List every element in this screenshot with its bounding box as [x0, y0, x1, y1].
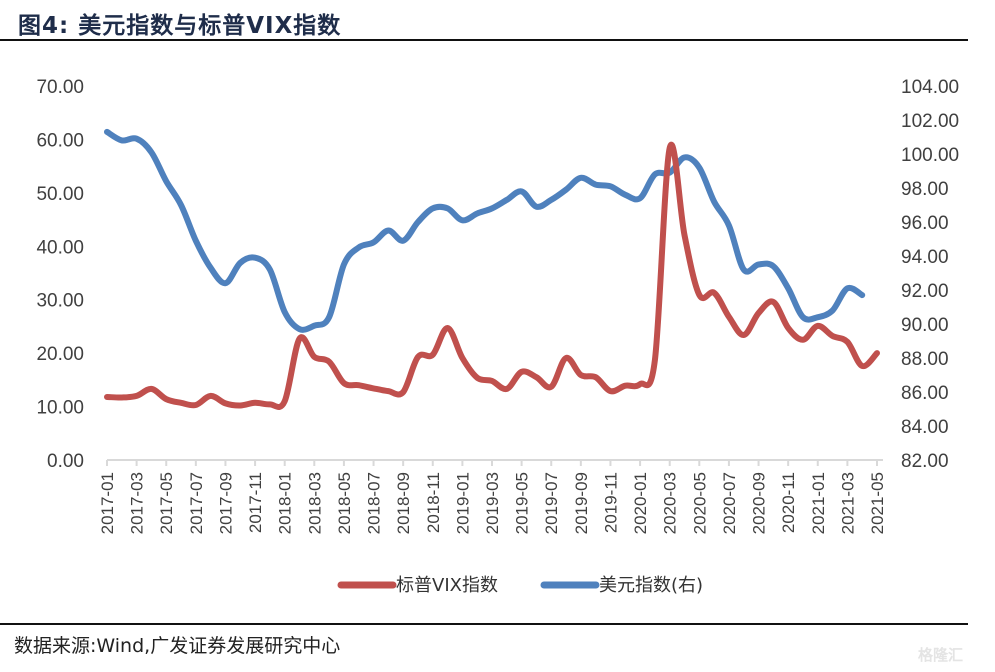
x-tick-label: 2019-11 [601, 472, 620, 533]
chart-canvas: 0.0010.0020.0030.0040.0050.0060.0070.00 … [36, 77, 959, 596]
data-source-note: 数据来源:Wind,广发证券发展研究中心 [14, 635, 341, 657]
x-tick-label: 2020-05 [690, 472, 709, 534]
y-left-tick-label: 60.00 [36, 130, 84, 151]
y-right-tick-label: 104.00 [901, 77, 959, 98]
x-tick-label: 2019-09 [572, 472, 591, 534]
x-tick-label: 2021-03 [838, 472, 857, 534]
y-left-tick-label: 10.00 [36, 398, 84, 419]
y-right-tick-label: 82.00 [901, 451, 949, 472]
watermark-logo: 格隆汇 [918, 646, 964, 664]
y-right-tick-label: 98.00 [901, 179, 949, 200]
y-right-tick-label: 96.00 [901, 213, 949, 234]
x-tick-label: 2017-07 [187, 472, 206, 534]
x-tick-label: 2020-07 [720, 472, 739, 534]
x-tick-label: 2019-01 [453, 472, 472, 534]
y-axis-right: 82.00 84.00 86.00 88.00 90.00 92.00 94.00 96.00… [901, 77, 959, 472]
x-tick-label: 2021-01 [809, 472, 828, 534]
x-tick-label: 2020-03 [661, 472, 680, 534]
x-tick-label: 2020-11 [779, 472, 798, 533]
legend-label-dxy: 美元指数(右) [599, 575, 703, 596]
y-left-tick-label: 40.00 [36, 237, 84, 258]
series-layer [104, 128, 880, 410]
x-tick-label: 2017-03 [128, 472, 147, 534]
x-tick-label: 2017-01 [98, 472, 117, 534]
x-tick-label: 2020-09 [750, 472, 769, 534]
y-right-tick-label: 88.00 [901, 349, 949, 370]
x-tick-label: 2021-05 [868, 472, 887, 534]
x-tick-label: 2018-07 [365, 472, 384, 534]
y-right-tick-label: 90.00 [901, 315, 949, 336]
legend-label-vix: 标普VIX指数 [396, 575, 498, 596]
x-tick-label: 2017-09 [216, 472, 235, 534]
x-tick-label: 2018-01 [276, 472, 295, 534]
chart-title: 图4: 美元指数与标普VIX指数 [18, 13, 342, 39]
y-right-tick-label: 86.00 [901, 383, 949, 404]
x-tick-label: 2019-07 [542, 472, 561, 534]
x-tick-label: 2017-05 [157, 472, 176, 534]
y-right-tick-label: 92.00 [901, 281, 949, 302]
series-line-dxy [104, 128, 866, 333]
series-line-vix [104, 141, 880, 410]
x-tick-label: 2018-09 [394, 472, 413, 534]
x-tick-label: 2018-05 [335, 472, 354, 534]
y-right-tick-label: 84.00 [901, 417, 949, 438]
footer-divider [0, 623, 968, 625]
x-tick-label: 2018-03 [305, 472, 324, 534]
y-right-tick-label: 102.00 [901, 111, 959, 132]
y-left-tick-label: 20.00 [36, 344, 84, 365]
x-tick-label: 2020-01 [631, 472, 650, 534]
y-left-tick-label: 70.00 [36, 77, 84, 98]
x-tick-label: 2017-11 [246, 472, 265, 533]
x-axis: 2017-01 2017-03 2017-05 2017-07 2017-09 2017-… [98, 459, 887, 534]
y-left-tick-label: 30.00 [36, 291, 84, 312]
y-left-tick-label: 50.00 [36, 184, 84, 205]
y-right-tick-label: 100.00 [901, 145, 959, 166]
y-right-tick-label: 94.00 [901, 247, 949, 268]
title-divider [0, 39, 968, 41]
x-tick-label: 2019-03 [483, 472, 502, 534]
x-tick-label: 2018-11 [424, 472, 443, 533]
x-tick-label: 2019-05 [513, 472, 532, 534]
y-axis-left: 0.00 10.00 20.00 30.00 40.00 50.00 60.00 70.00 [36, 77, 84, 472]
legend: 标普VIX指数 美元指数(右) [337, 575, 703, 596]
y-left-tick-label: 0.00 [47, 451, 84, 472]
